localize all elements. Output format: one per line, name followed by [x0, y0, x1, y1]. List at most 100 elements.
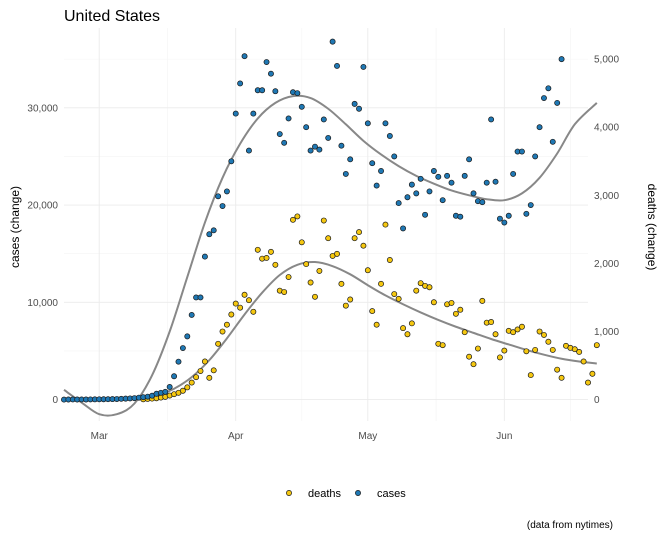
point-deaths: [325, 235, 332, 242]
point-cases: [417, 175, 424, 182]
legend: deaths cases: [286, 488, 406, 500]
point-deaths: [452, 310, 459, 317]
point-cases: [351, 100, 358, 107]
point-deaths: [391, 291, 398, 298]
point-deaths: [219, 328, 226, 335]
point-cases: [272, 88, 279, 95]
point-deaths: [245, 297, 252, 304]
point-cases: [439, 197, 446, 204]
point-deaths: [342, 302, 349, 309]
point-deaths: [334, 250, 340, 257]
y-right-tick-label: 2,000: [594, 259, 619, 270]
point-deaths: [206, 374, 213, 381]
point-deaths: [532, 346, 539, 353]
point-deaths: [580, 358, 587, 365]
point-cases: [232, 110, 239, 117]
point-cases: [444, 172, 451, 179]
y-right-tick-label: 4,000: [594, 123, 619, 134]
point-cases: [188, 312, 195, 318]
point-cases: [536, 124, 543, 131]
point-deaths: [237, 304, 244, 311]
point-cases: [245, 147, 252, 154]
point-deaths: [307, 279, 314, 286]
point-cases: [342, 170, 349, 177]
point-deaths: [430, 299, 437, 306]
point-deaths: [404, 331, 411, 338]
point-deaths: [589, 370, 596, 377]
point-deaths: [426, 284, 433, 291]
point-deaths: [338, 280, 345, 287]
legend-label-cases: cases: [377, 488, 406, 500]
point-deaths: [188, 379, 195, 386]
point-deaths: [488, 319, 495, 325]
point-cases: [386, 133, 393, 139]
point-deaths: [263, 255, 270, 261]
point-deaths: [356, 229, 362, 236]
point-cases: [395, 200, 402, 207]
data-points: [61, 38, 600, 403]
point-cases: [523, 210, 530, 217]
point-deaths: [285, 274, 292, 280]
point-cases: [356, 105, 362, 112]
point-cases: [510, 170, 517, 177]
point-cases: [241, 53, 248, 60]
point-deaths: [536, 328, 543, 335]
point-deaths: [232, 300, 239, 307]
point-cases: [285, 115, 292, 122]
point-deaths: [228, 311, 235, 318]
x-axis-ticks: Mar Apr May Jun: [91, 431, 513, 442]
point-deaths: [474, 345, 481, 352]
point-deaths: [395, 295, 402, 302]
point-cases: [532, 153, 539, 160]
y-left-axis-label: cases (change): [8, 186, 22, 268]
point-deaths: [593, 342, 600, 349]
point-deaths: [347, 296, 354, 303]
point-cases: [448, 179, 455, 186]
point-cases: [281, 139, 288, 146]
point-deaths: [250, 308, 257, 315]
point-deaths: [417, 280, 424, 287]
point-deaths: [373, 321, 380, 328]
point-cases: [259, 87, 266, 94]
point-cases: [391, 153, 398, 160]
point-deaths: [545, 338, 552, 345]
point-deaths: [492, 331, 499, 338]
point-cases: [223, 188, 230, 195]
point-cases: [276, 131, 283, 137]
y-right-tick-label: 1,000: [594, 327, 619, 338]
point-deaths: [210, 367, 217, 374]
point-deaths: [312, 293, 318, 300]
point-cases: [426, 188, 433, 195]
point-cases: [527, 202, 534, 208]
point-cases: [519, 148, 525, 155]
point-deaths: [303, 261, 310, 268]
point-cases: [479, 199, 486, 206]
point-deaths: [364, 267, 371, 274]
point-deaths: [461, 329, 468, 336]
point-cases: [541, 95, 547, 101]
point-cases: [483, 179, 490, 186]
point-cases: [360, 63, 367, 70]
point-deaths: [179, 387, 186, 394]
y-left-tick-label: 20,000: [27, 201, 58, 212]
point-cases: [413, 190, 420, 197]
y-right-axis-ticks: 0 1,000 2,000 3,000 4,000 5,000: [594, 55, 619, 406]
point-cases: [250, 110, 257, 117]
point-deaths: [215, 340, 222, 347]
point-deaths: [360, 242, 367, 249]
point-cases: [334, 62, 340, 69]
point-deaths: [298, 239, 305, 246]
point-cases: [171, 373, 178, 380]
point-cases: [461, 172, 468, 179]
point-deaths: [585, 379, 591, 386]
point-cases: [496, 215, 503, 222]
point-deaths: [523, 348, 530, 355]
point-cases: [237, 80, 244, 87]
point-cases: [184, 333, 191, 340]
y-right-tick-label: 3,000: [594, 191, 619, 202]
legend-key-cases: [355, 490, 361, 496]
point-deaths: [272, 261, 279, 268]
point-cases: [382, 120, 389, 127]
point-cases: [316, 146, 323, 153]
